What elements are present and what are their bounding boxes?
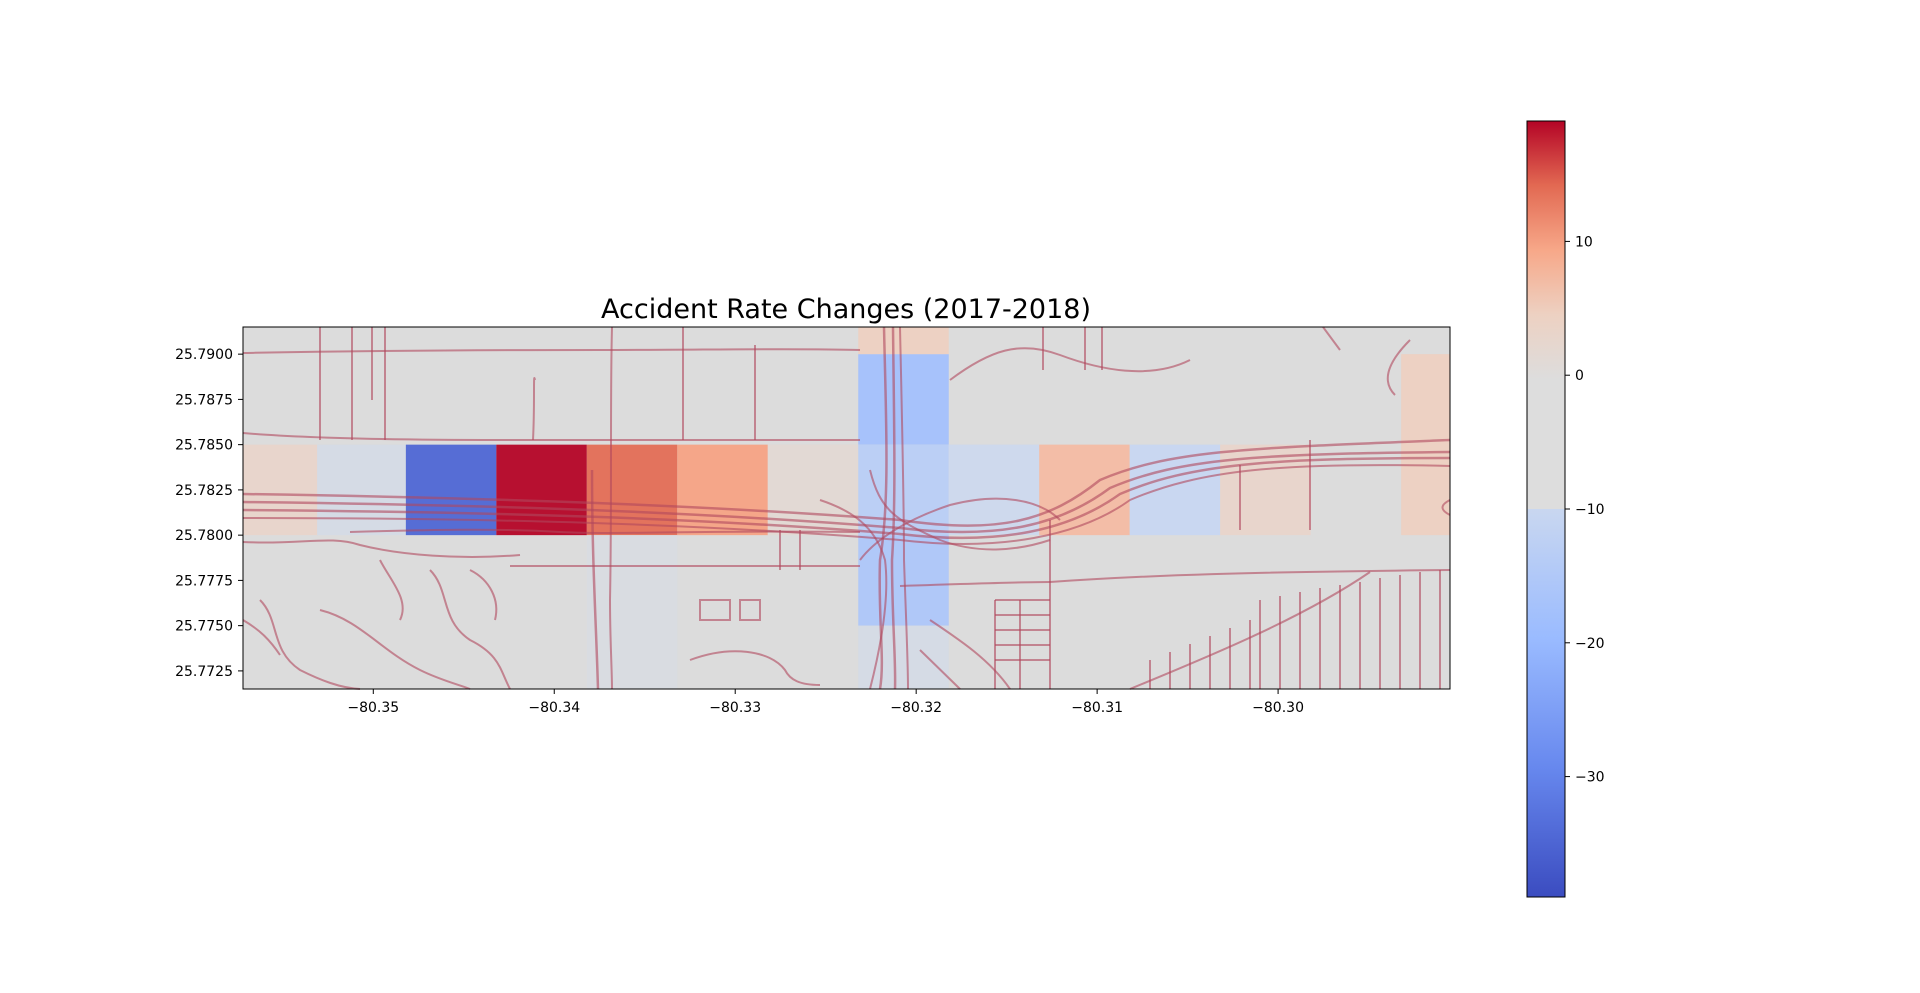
highway-line <box>242 464 1451 545</box>
heatmap-cell <box>948 444 1040 536</box>
colorbar-ticks: −30 −20 −10 0 10 <box>1565 234 1605 786</box>
road-line <box>994 600 1021 689</box>
x-tick-label: −80.34 <box>528 700 580 716</box>
heatmap-cell <box>858 354 949 445</box>
heatmap-cell <box>858 327 949 355</box>
road-line <box>739 599 761 621</box>
road-network <box>242 326 1451 690</box>
chart-title: Accident Rate Changes (2017-2018) <box>601 294 1091 325</box>
y-tick-label: 25.7750 <box>175 619 233 635</box>
interchange-line <box>890 326 897 690</box>
road-line <box>242 619 281 656</box>
colorbar-tick-label: 0 <box>1575 368 1584 384</box>
road-line <box>1149 620 1251 689</box>
interchange-line <box>899 326 909 690</box>
highway-line <box>242 456 1451 540</box>
road-line <box>469 569 498 621</box>
interchange-line <box>819 499 888 690</box>
map-plot-area <box>242 326 1451 690</box>
plot-frame <box>242 326 1451 690</box>
heatmap-cell <box>586 444 678 536</box>
road-line <box>929 619 1011 690</box>
road-line <box>1441 499 1451 516</box>
road-line <box>919 649 961 690</box>
heatmap-cell <box>405 444 497 536</box>
x-tick-label: −80.31 <box>1071 700 1123 716</box>
road-line <box>1386 339 1411 396</box>
road-line <box>1322 326 1341 351</box>
colorbar-tick-label: −20 <box>1575 636 1605 652</box>
colorbar-tick-label: −30 <box>1575 770 1605 786</box>
y-tick-label: 25.7900 <box>175 347 233 363</box>
road-line <box>259 599 361 690</box>
road-line <box>242 539 521 558</box>
highway-line <box>242 438 1451 527</box>
x-tick-label: −80.30 <box>1252 700 1304 716</box>
colorbar-gradient <box>1526 120 1566 898</box>
interchange-line <box>949 347 1191 381</box>
colorbar-tick-label: −10 <box>1575 502 1605 518</box>
y-tick-label: 25.7850 <box>175 438 233 454</box>
heatmap-cell <box>1039 444 1130 536</box>
heatmap-cells <box>243 327 1450 689</box>
x-tick-label: −80.35 <box>347 700 399 716</box>
interchange-line <box>869 469 1051 551</box>
heatmap-cell <box>243 444 318 536</box>
y-tick-label: 25.7725 <box>175 664 233 680</box>
x-axis: −80.35 −80.34 −80.33 −80.32 −80.31 −80.30 <box>347 689 1304 716</box>
road-line <box>319 609 471 690</box>
road-line <box>242 348 861 354</box>
colorbar-tick-label: 10 <box>1575 234 1593 250</box>
road-line <box>590 469 600 690</box>
road-line <box>242 432 860 442</box>
road-line <box>429 569 511 690</box>
heatmap-cell <box>317 444 406 536</box>
y-axis: 25.7725 25.7750 25.7775 25.7800 25.7825 25.78… <box>175 347 243 680</box>
y-tick-label: 25.7775 <box>175 573 233 589</box>
road-line <box>349 528 861 534</box>
x-tick-label: −80.32 <box>890 700 942 716</box>
road-line <box>995 599 1050 661</box>
colorbar: −30 −20 −10 0 10 <box>1526 120 1605 898</box>
road-line <box>1259 570 1441 689</box>
road-line <box>689 650 821 686</box>
heatmap-cell <box>586 535 678 689</box>
y-tick-label: 25.7800 <box>175 528 233 544</box>
y-tick-label: 25.7825 <box>175 483 233 499</box>
x-tick-label: −80.33 <box>709 700 761 716</box>
road-line <box>532 377 536 441</box>
heatmap-cell <box>1401 354 1450 536</box>
y-tick-label: 25.7875 <box>175 392 233 408</box>
road-line <box>379 559 404 621</box>
road-line <box>608 326 613 690</box>
highway-line <box>242 450 1451 534</box>
road-line <box>899 581 1051 587</box>
road-line <box>699 599 731 621</box>
road-line <box>1049 569 1451 583</box>
